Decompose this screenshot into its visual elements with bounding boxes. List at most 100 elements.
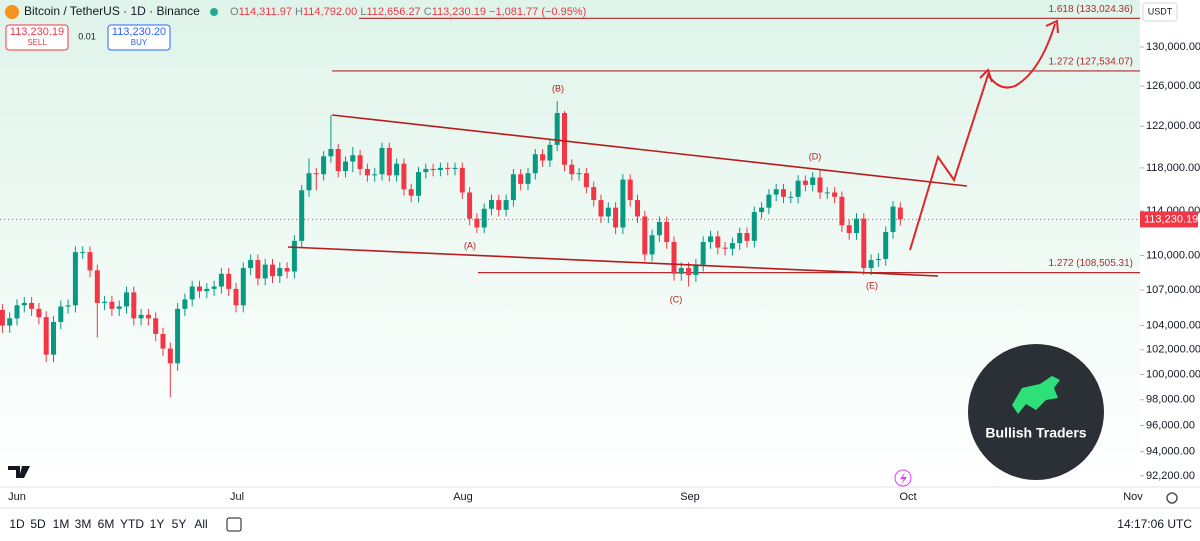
candle-body	[394, 163, 400, 176]
candle-body	[525, 173, 531, 184]
sell-button[interactable]	[5, 24, 69, 51]
calendar-icon[interactable]	[226, 517, 242, 532]
ohlc-value: 114,311.97	[239, 6, 292, 18]
candle-body	[291, 240, 297, 272]
candle-body	[197, 286, 202, 292]
range-button[interactable]: 1M	[53, 517, 70, 531]
x-tick-label: Jun	[8, 491, 26, 503]
y-tick-label: 98,000.00	[1146, 394, 1195, 406]
buy-price: 113,230.20	[112, 26, 166, 38]
header: Bitcoin / TetherUS · 1D · Binance O114,3…	[5, 4, 586, 51]
candle-body	[583, 173, 589, 188]
candle-body	[124, 292, 129, 307]
candle-body	[116, 306, 122, 309]
candle-body	[145, 314, 151, 319]
candle-body	[240, 268, 246, 306]
range-button[interactable]: 3M	[75, 517, 92, 531]
candle-body	[722, 247, 728, 249]
candle-body	[810, 177, 816, 185]
candle-body	[437, 167, 443, 171]
settings[interactable]	[1166, 492, 1178, 504]
trendline	[331, 114, 968, 187]
candle-body	[474, 218, 480, 228]
candle-body	[284, 268, 290, 272]
range-button[interactable]: 5D	[30, 517, 46, 531]
candle-body	[306, 173, 312, 191]
range-button[interactable]: 5Y	[172, 517, 187, 531]
buy-button[interactable]	[107, 24, 171, 51]
candle-body	[36, 308, 42, 318]
candle-body	[744, 233, 750, 241]
wave-label: (A)	[464, 240, 476, 250]
range-button[interactable]: 1D	[9, 517, 25, 531]
candle-body	[72, 252, 78, 306]
currency-button[interactable]	[1142, 2, 1178, 22]
lightning-ring[interactable]	[894, 469, 912, 487]
candle-body	[467, 192, 473, 219]
candle-body	[109, 301, 115, 309]
y-tick-label: 96,000.00	[1146, 419, 1195, 431]
candle-body	[532, 154, 538, 174]
candle-body	[540, 154, 546, 161]
candle-body	[664, 221, 670, 242]
range-button[interactable]: 1Y	[150, 517, 165, 531]
buy-label: BUY	[131, 38, 148, 47]
candle-body	[364, 168, 370, 176]
candle-body	[751, 212, 757, 241]
candle-body	[489, 200, 494, 209]
candle-body	[430, 168, 436, 171]
candle-body	[503, 200, 509, 210]
x-tick-label: Sep	[680, 491, 700, 503]
candle-body	[270, 264, 275, 277]
candle-body	[29, 302, 35, 309]
candle-body	[569, 164, 575, 175]
candle-body	[459, 167, 465, 193]
candle-body	[182, 299, 188, 309]
lightning	[894, 469, 912, 487]
logo-circle	[968, 344, 1104, 480]
candle-body	[445, 167, 451, 169]
candle-body	[627, 179, 633, 201]
candle-body	[357, 155, 363, 169]
candle-body	[43, 317, 49, 355]
currency: USDT	[1148, 6, 1173, 16]
x-tick-label: Nov	[1123, 491, 1143, 503]
candle-body	[686, 268, 692, 275]
range-button[interactable]: YTD	[120, 517, 144, 531]
candle-body	[802, 180, 808, 185]
ohlc-value: 113,230.19	[432, 6, 486, 18]
candle-body	[795, 180, 801, 197]
candle-body	[160, 333, 166, 349]
candle-body	[481, 208, 487, 228]
plot-bg	[0, 0, 1140, 487]
candle-body	[613, 207, 619, 228]
candle-body	[737, 233, 743, 244]
candle-body	[846, 225, 852, 234]
candle-body	[700, 241, 706, 265]
candle-body	[854, 218, 859, 234]
coin-icon	[5, 5, 19, 19]
ohlc-key: L	[360, 6, 366, 18]
candle-body	[7, 318, 13, 326]
candle-body	[226, 273, 232, 289]
candle-body	[671, 241, 677, 274]
logo-text: Bullish Traders	[985, 425, 1086, 441]
candle-body	[890, 206, 896, 232]
candle-body	[14, 305, 20, 319]
range-button[interactable]: 6M	[98, 517, 115, 531]
candle-body	[277, 268, 283, 277]
candle-body	[883, 231, 889, 259]
y-tick-label: 130,000.00	[1146, 41, 1200, 53]
candle-body	[781, 189, 786, 197]
y-tick-label: 107,000.00	[1146, 284, 1200, 296]
arrow-head	[979, 19, 1059, 83]
ohlc: O114,311.97 H114,792.00 L112,656.27 C113…	[230, 6, 586, 18]
gear-icon[interactable]	[1166, 492, 1178, 504]
candle-body	[167, 348, 173, 364]
y-tick-label: 122,000.00	[1146, 120, 1200, 132]
wave-label: (B)	[552, 83, 564, 93]
level-label: 1.618 (133,024.36)	[1048, 4, 1133, 15]
candle-body	[372, 174, 378, 176]
ohlc-key: H	[295, 6, 303, 18]
range-button[interactable]: All	[194, 517, 207, 531]
